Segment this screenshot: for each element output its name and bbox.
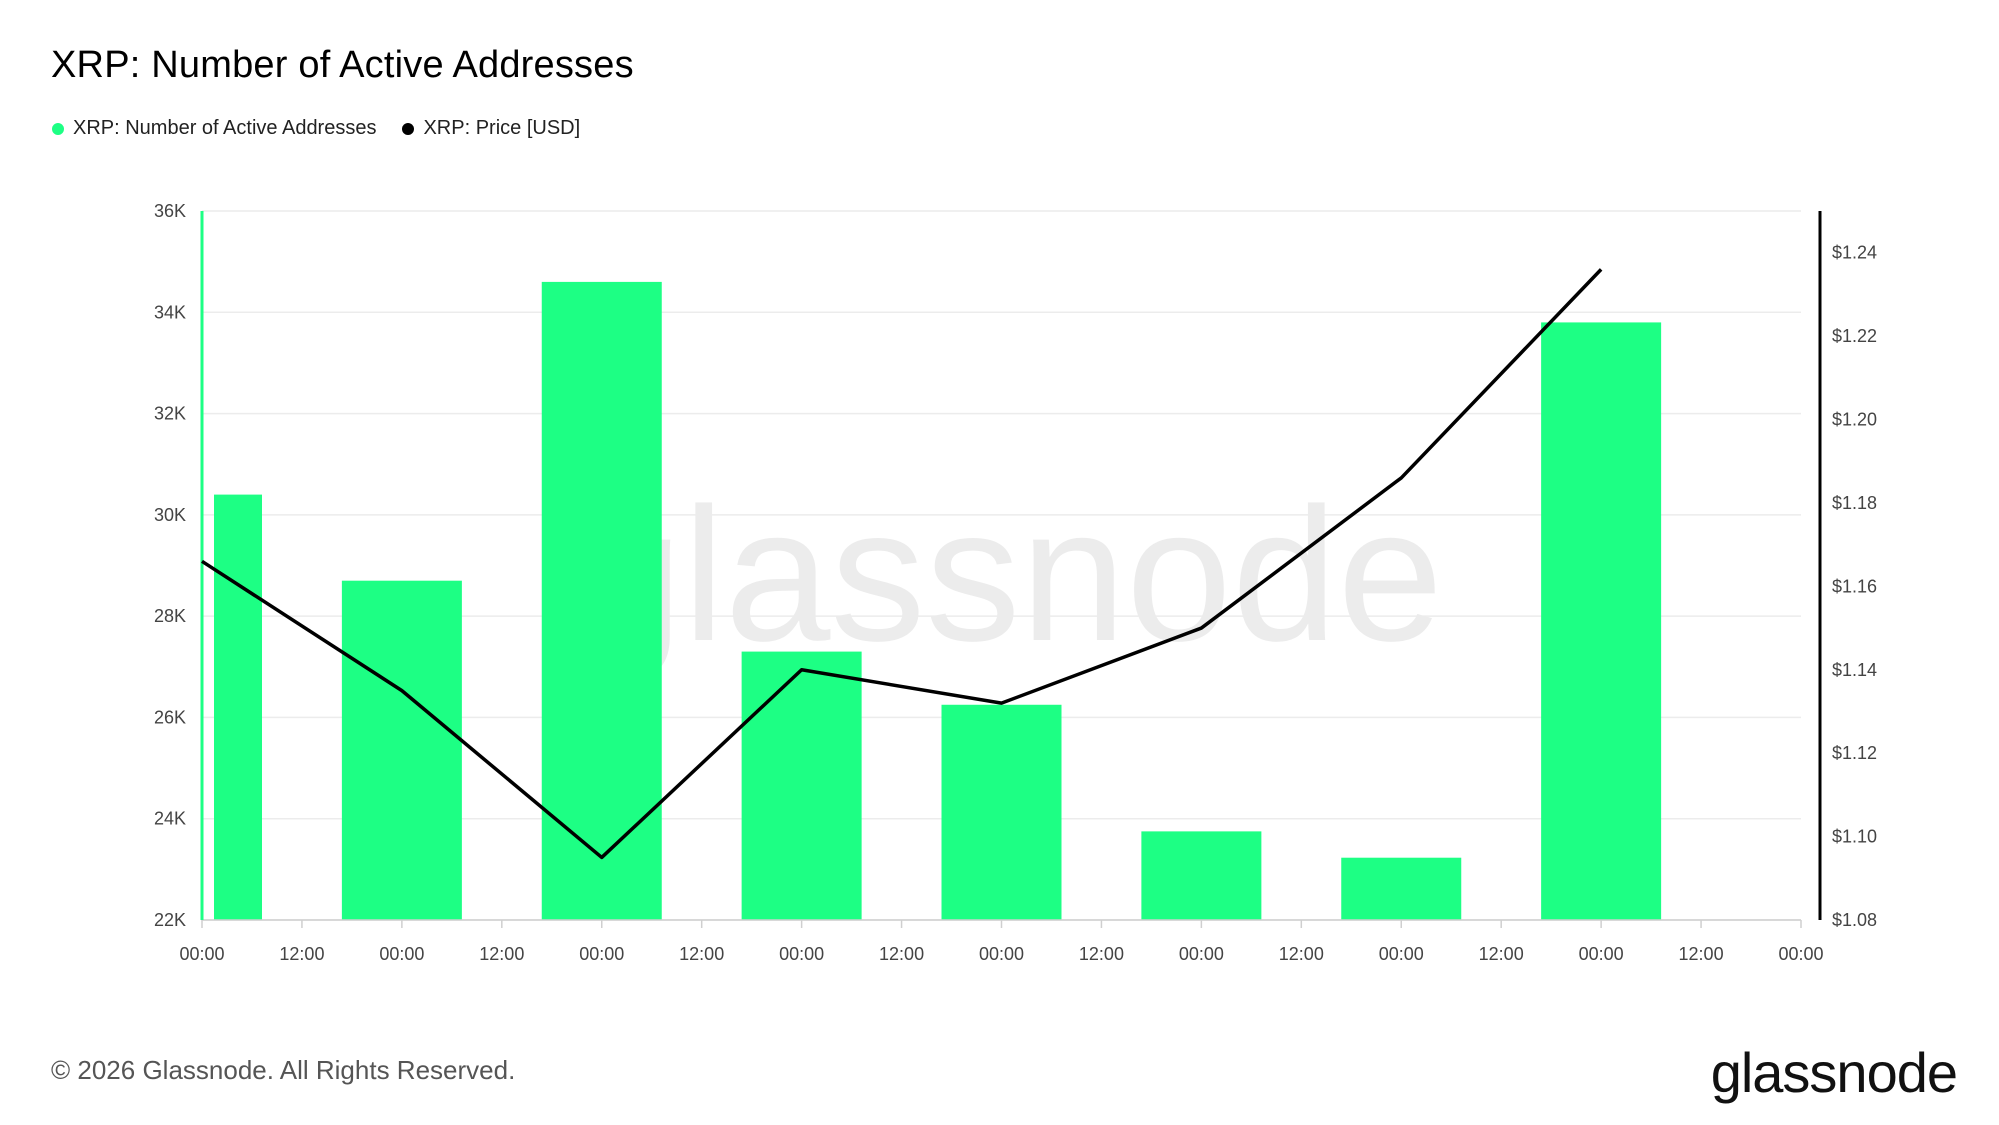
bar xyxy=(341,580,462,920)
x-tick-label: 00:00 xyxy=(1778,944,1823,964)
legend-dot-green xyxy=(52,122,64,135)
y-left-tick-label: 28K xyxy=(154,606,186,626)
x-tick-label: 12:00 xyxy=(479,944,524,964)
y-left-tick-label: 22K xyxy=(154,910,186,930)
x-tick-label: 00:00 xyxy=(179,944,224,964)
y-right-tick-label: $1.22 xyxy=(1832,326,1877,346)
x-tick-label: 12:00 xyxy=(1479,944,1524,964)
chart-title: XRP: Number of Active Addresses xyxy=(51,44,634,86)
x-tick-label: 12:00 xyxy=(679,944,724,964)
y-left-tick-label: 36K xyxy=(154,201,186,221)
bar-series xyxy=(214,281,1662,920)
x-tick-label: 00:00 xyxy=(1179,944,1224,964)
y-right-tick-label: $1.16 xyxy=(1832,576,1877,596)
copyright-text: © 2026 Glassnode. All Rights Reserved. xyxy=(51,1055,516,1085)
y-left-tick-label: 32K xyxy=(154,404,186,424)
x-tick-label: 00:00 xyxy=(779,944,824,964)
bar xyxy=(941,704,1062,920)
x-tick-label: 00:00 xyxy=(1379,944,1424,964)
y-left-tick-label: 24K xyxy=(154,809,186,829)
y-right-tick-label: $1.20 xyxy=(1832,410,1877,430)
x-tick-label: 00:00 xyxy=(1579,944,1624,964)
watermark-logo: glassnode xyxy=(577,469,1443,681)
legend-dot-black xyxy=(402,122,415,135)
price-series xyxy=(201,268,1603,860)
x-tick-label: 12:00 xyxy=(1279,944,1324,964)
y-left-tick-label: 34K xyxy=(154,302,186,322)
brand-logo: glassnode xyxy=(1710,1041,1958,1104)
y-right-tick-label: $1.10 xyxy=(1832,827,1877,847)
bar xyxy=(541,281,662,920)
x-tick-label: 12:00 xyxy=(279,944,324,964)
tick-labels: 22K 24K 26K 28K 30K 32K 34K 36K $1.08 $1.10 $1.12 $… xyxy=(154,201,1877,964)
y-right-tick-label: $1.18 xyxy=(1832,493,1877,513)
legend-item-price[interactable]: XRP: Price [USD] xyxy=(402,117,580,140)
x-tick-label: 12:00 xyxy=(1679,944,1724,964)
axes xyxy=(200,211,1822,928)
bar xyxy=(1541,322,1662,920)
x-tick-label: 00:00 xyxy=(379,944,424,964)
legend-label: XRP: Number of Active Addresses xyxy=(73,117,377,139)
bar xyxy=(214,494,262,920)
legend-item-active-addresses[interactable]: XRP: Number of Active Addresses xyxy=(52,117,376,140)
x-tick-label: 12:00 xyxy=(1079,944,1124,964)
bar xyxy=(1141,831,1262,920)
y-right-tick-label: $1.24 xyxy=(1832,243,1877,263)
y-right-tick-label: $1.14 xyxy=(1832,660,1877,680)
x-tick-label: 00:00 xyxy=(979,944,1024,964)
legend-label: XRP: Price [USD] xyxy=(423,117,581,139)
bar xyxy=(1341,857,1462,920)
price-line xyxy=(201,268,1603,860)
legend: XRP: Number of Active Addresses XRP: Pri… xyxy=(52,117,606,140)
y-right-tick-label: $1.08 xyxy=(1832,910,1877,930)
y-right-tick-label: $1.12 xyxy=(1832,743,1877,763)
bar xyxy=(741,651,862,920)
y-left-tick-label: 30K xyxy=(154,505,186,525)
y-left-tick-label: 26K xyxy=(154,707,186,727)
x-tick-label: 12:00 xyxy=(879,944,924,964)
x-tick-label: 00:00 xyxy=(579,944,624,964)
